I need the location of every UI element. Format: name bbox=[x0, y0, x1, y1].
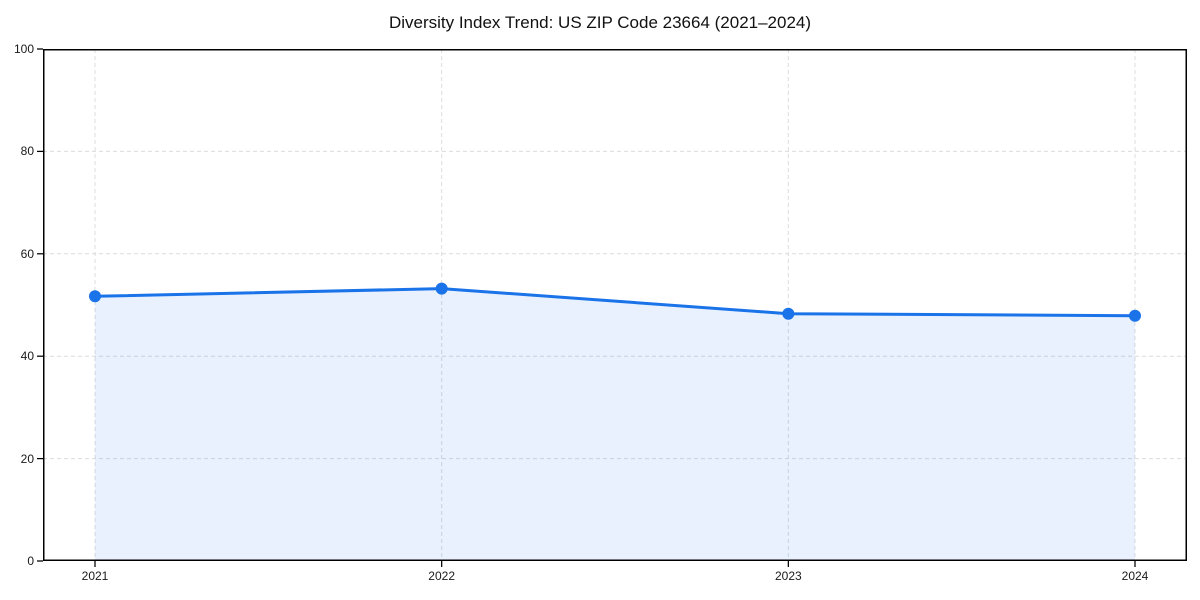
y-tick-label-20: 20 bbox=[20, 451, 34, 466]
x-tick-label-2022: 2022 bbox=[428, 569, 455, 583]
data-point-2024 bbox=[1129, 309, 1141, 322]
y-tick-label-40: 40 bbox=[20, 349, 34, 364]
plot-canvas bbox=[37, 48, 1187, 567]
chart-title: Diversity Index Trend: US ZIP Code 23664… bbox=[388, 13, 812, 32]
area-fill bbox=[95, 288, 1135, 561]
data-point-2022 bbox=[435, 282, 448, 295]
x-tick-label-2024: 2024 bbox=[1121, 569, 1149, 583]
plot-border bbox=[43, 49, 1187, 561]
x-tick-label-2021: 2021 bbox=[81, 569, 109, 583]
y-tick-label-0: 0 bbox=[27, 554, 34, 568]
y-tick-label-60: 60 bbox=[20, 246, 34, 261]
data-point-2021 bbox=[89, 290, 101, 303]
x-tick-label-2023: 2023 bbox=[774, 569, 802, 583]
data-point-2023 bbox=[782, 307, 795, 320]
y-tick-label-80: 80 bbox=[20, 144, 34, 159]
plot-area bbox=[37, 48, 1187, 567]
y-tick-label-100: 100 bbox=[13, 42, 34, 56]
trend-line bbox=[93, 287, 1137, 318]
